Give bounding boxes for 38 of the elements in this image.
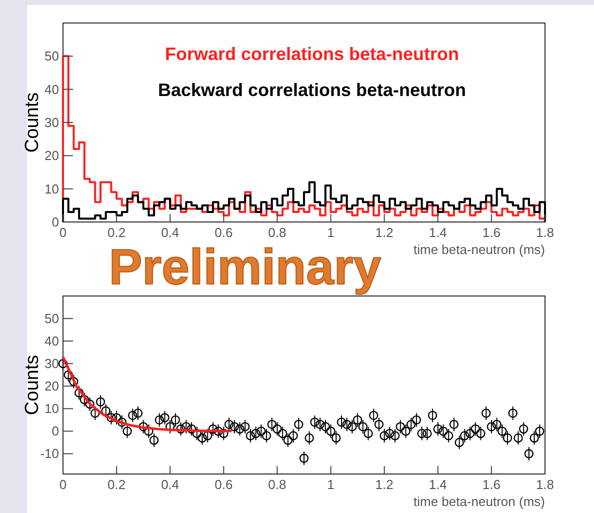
x-tick-label: 1.2 [375,225,394,240]
x-tick-label: 1.6 [482,225,500,240]
x-tick-label: 0.6 [214,477,233,492]
y-tick-label: 20 [44,378,59,394]
y-tick-label: 40 [44,334,59,349]
y-tick-label: 0 [52,424,59,439]
x-tick-label: 1.4 [428,225,447,240]
text: Forward correlations beta-neutron [164,44,460,64]
text: Preliminary [108,239,382,295]
y-tick-label: 10 [44,401,59,416]
x-tick-label: 0.4 [161,225,180,240]
y-tick-label: 30 [44,115,59,130]
y-tick-label: 20 [44,148,59,164]
x-axis-title: time beta-neutron (ms) [414,494,545,509]
x-tick-label: 1.8 [536,225,554,240]
y-tick-label: 30 [44,356,59,372]
x-tick-label: 1.4 [428,477,447,492]
x-tick-label: 1 [327,225,334,240]
x-tick-label: 0.8 [268,477,286,492]
y-tick-label: 0 [52,214,59,230]
text: Backward correlations beta-neutron [158,80,466,100]
x-tick-label: 1.6 [482,477,500,492]
x-tick-label: 0.2 [108,225,126,240]
x-tick-label: 0.4 [161,477,180,492]
x-tick-label: 0.8 [268,225,286,240]
x-tick-label: 0.6 [214,225,233,240]
x-tick-label: 1.8 [536,477,554,492]
y-tick-label: 50 [44,311,59,326]
x-tick-label: 1 [327,477,334,492]
y-axis-title: Counts [22,354,43,416]
y-axis-title: Counts [22,92,43,153]
x-tick-label: 0.2 [108,477,126,492]
y-tick-label: 50 [44,48,59,64]
y-tick-label: 40 [44,82,59,97]
x-axis-title: time beta-neutron (ms) [414,242,545,257]
x-tick-label: 1.2 [375,477,394,492]
y-tick-label: -10 [40,446,59,462]
y-tick-label: 10 [44,181,59,196]
